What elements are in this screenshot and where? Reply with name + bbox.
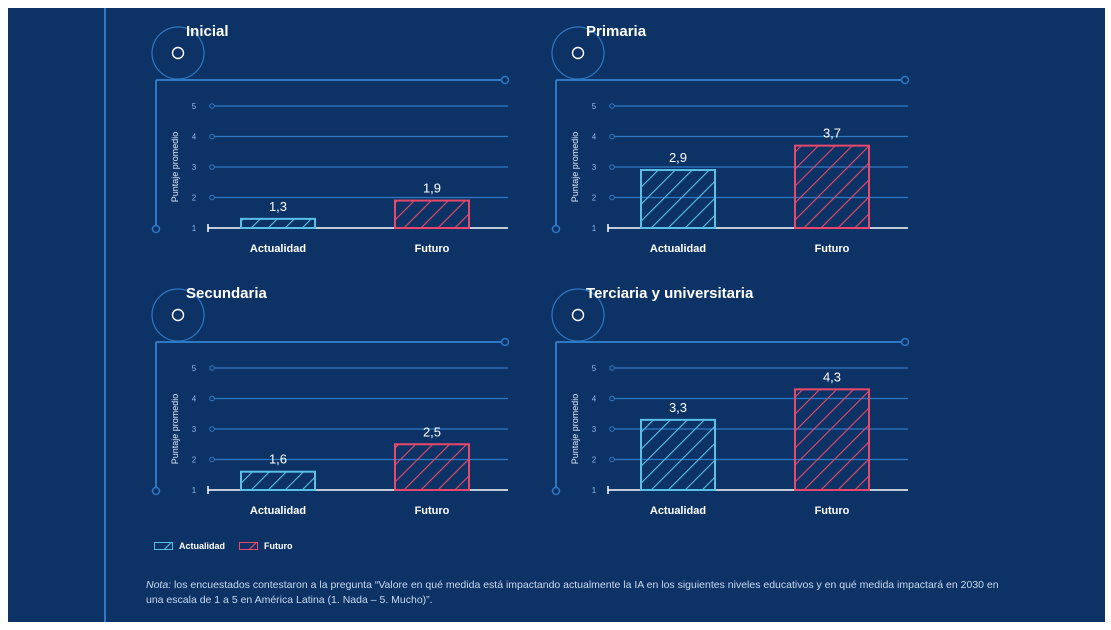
bar-actualidad <box>240 470 316 491</box>
frame-end-dot <box>500 75 510 85</box>
chart-title: Terciaria y universitaria <box>586 285 754 302</box>
footnote-label: Nota: <box>146 579 172 591</box>
bar-futuro <box>394 443 470 491</box>
frame-start-dot <box>151 486 161 496</box>
gridline-dot <box>209 103 215 109</box>
y-tick-label: 2 <box>192 194 197 203</box>
bar-actualidad <box>640 169 716 230</box>
y-tick-label: 5 <box>192 102 197 111</box>
value-label: 4,3 <box>823 369 841 384</box>
frame-end-dot <box>900 337 910 347</box>
y-tick-label: 4 <box>592 133 597 142</box>
chart-panel-1: Inicial Puntaje promedio 1 2 3 4 5 1,3 Actualida… <box>151 23 510 255</box>
gridline-dot <box>609 395 615 402</box>
decorative-vertical-line <box>104 8 106 622</box>
value-label: 2,9 <box>669 150 687 165</box>
chart-panel-2: Primaria Puntaje promedio 1 2 3 4 5 2,9 Actualid… <box>551 23 910 255</box>
gridline-dot <box>609 426 615 432</box>
gridline-dot <box>209 456 215 463</box>
title-dot-icon <box>571 308 585 322</box>
category-label: Futuro <box>815 505 850 517</box>
gridline-dot <box>609 456 615 463</box>
y-tick-label: 4 <box>192 395 197 404</box>
value-label: 3,7 <box>823 126 841 141</box>
gridline-dot <box>209 426 215 432</box>
chart-panel-4: Terciaria y universitaria Puntaje promedi… <box>551 285 910 517</box>
y-tick-label: 5 <box>592 102 597 111</box>
y-tick-label: 3 <box>192 425 197 434</box>
value-label: 2,5 <box>423 424 441 439</box>
y-tick-label: 3 <box>592 425 597 434</box>
value-label: 3,3 <box>669 400 687 415</box>
category-label: Actualidad <box>650 505 706 517</box>
gridline-dot <box>609 365 615 371</box>
chart-panel-3: Secundaria Puntaje promedio 1 2 3 4 5 1,6 Actual… <box>151 285 510 517</box>
y-tick-label: 4 <box>592 395 597 404</box>
y-axis-label: Puntaje promedio <box>170 394 180 465</box>
y-tick-label: 2 <box>592 456 597 465</box>
y-tick-label: 2 <box>592 194 597 203</box>
frame-start-dot <box>551 486 561 496</box>
category-label: Futuro <box>415 505 450 517</box>
value-label: 1,3 <box>269 199 287 214</box>
y-tick-label: 5 <box>592 364 597 373</box>
frame-start-dot <box>551 224 561 234</box>
y-tick-label: 1 <box>192 486 197 495</box>
bar-futuro <box>794 144 870 229</box>
bar-futuro <box>394 199 470 230</box>
bar-actualidad <box>640 418 716 492</box>
y-axis-label: Puntaje promedio <box>570 394 580 465</box>
category-label: Actualidad <box>250 243 306 255</box>
chart-title: Secundaria <box>186 285 268 302</box>
y-tick-label: 3 <box>192 163 197 172</box>
legend-swatch-futuro <box>239 542 259 550</box>
y-axis-label: Puntaje promedio <box>570 132 580 203</box>
gridline-dot <box>209 164 215 170</box>
category-label: Actualidad <box>250 505 306 517</box>
value-label: 1,9 <box>423 181 441 196</box>
title-dot-icon <box>171 308 185 322</box>
footnote-text: los encuestados contestaron a la pregunt… <box>146 579 999 606</box>
chart-title: Primaria <box>586 23 647 40</box>
gridline-dot <box>209 194 215 201</box>
category-label: Futuro <box>815 243 850 255</box>
gridline-dot <box>209 365 215 371</box>
gridline-dot <box>609 164 615 170</box>
y-tick-label: 5 <box>192 364 197 373</box>
bar-futuro <box>794 388 870 491</box>
y-tick-label: 2 <box>192 456 197 465</box>
gridline-dot <box>209 395 215 402</box>
gridline-dot <box>609 194 615 201</box>
legend-swatch-actualidad <box>154 542 173 550</box>
value-label: 1,6 <box>269 452 287 467</box>
gridline-dot <box>609 103 615 109</box>
frame-end-dot <box>900 75 910 85</box>
title-dot-icon <box>571 46 585 60</box>
frame-end-dot <box>500 337 510 347</box>
chart-title: Inicial <box>186 23 229 40</box>
bar-actualidad <box>240 217 316 230</box>
y-tick-label: 1 <box>592 224 597 233</box>
y-tick-label: 1 <box>192 224 197 233</box>
gridline-dot <box>609 133 615 140</box>
y-tick-label: 1 <box>592 486 597 495</box>
y-tick-label: 4 <box>192 133 197 142</box>
y-axis-label: Puntaje promedio <box>170 132 180 203</box>
legend: Actualidad Futuro <box>154 539 293 553</box>
category-label: Futuro <box>415 243 450 255</box>
legend-label-futuro: Futuro <box>264 541 293 551</box>
frame-start-dot <box>151 224 161 234</box>
legend-label-actualidad: Actualidad <box>179 541 226 551</box>
charts-canvas: Inicial Puntaje promedio 1 2 3 4 5 1,3 Actualida… <box>151 23 910 517</box>
gridline-dot <box>209 133 215 140</box>
title-dot-icon <box>171 46 185 60</box>
footnote: Nota: los encuestados contestaron a la p… <box>146 578 1006 608</box>
infographic-panel: Inicial Puntaje promedio 1 2 3 4 5 1,3 Actualida… <box>8 8 1105 622</box>
y-tick-label: 3 <box>592 163 597 172</box>
category-label: Actualidad <box>650 243 706 255</box>
